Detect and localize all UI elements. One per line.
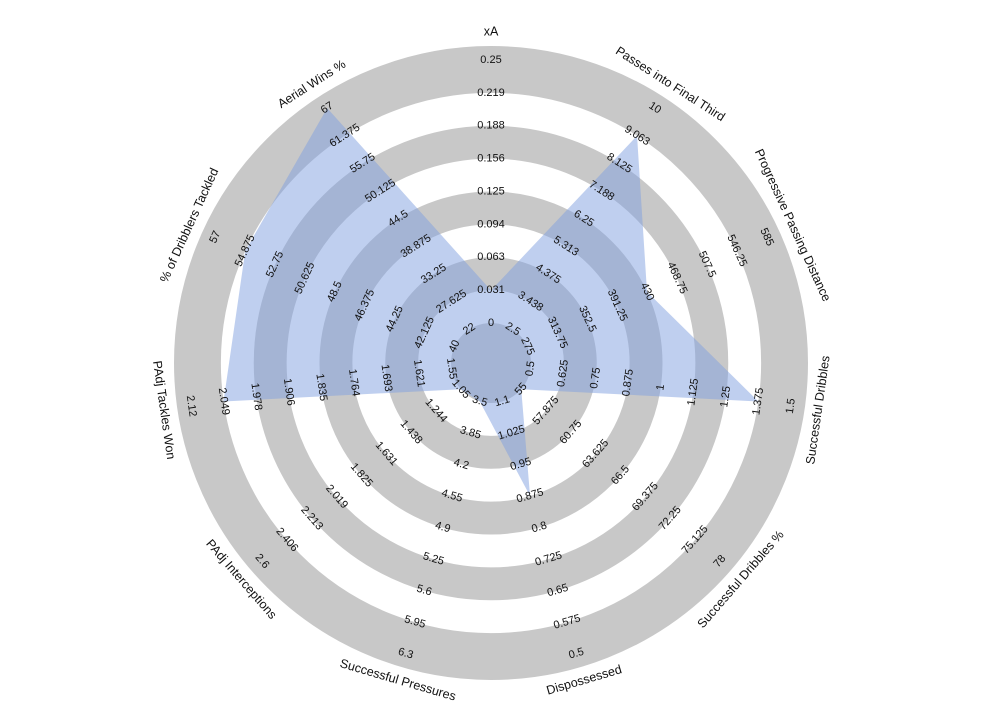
tick-label: 0.219 — [477, 87, 505, 99]
tick-label: 1.978 — [248, 382, 264, 411]
tick-label: 0.25 — [480, 54, 501, 66]
axis-label: PAdj Tackles Won — [150, 360, 178, 460]
tick-label: 0.156 — [477, 153, 505, 165]
tick-label: 0.125 — [477, 185, 505, 197]
tick-label: 1.5 — [784, 398, 798, 415]
tick-label: 0.063 — [477, 251, 505, 263]
tick-label: 1.835 — [313, 373, 329, 402]
axis-label: xA — [484, 24, 499, 38]
tick-label: 0.5 — [523, 360, 537, 377]
tick-label: 1.25 — [718, 385, 733, 408]
tick-label: 0.031 — [477, 284, 505, 296]
tick-label: 0.094 — [477, 218, 505, 230]
tick-label: 0 — [488, 317, 494, 329]
tick-label: 0.188 — [477, 120, 505, 132]
